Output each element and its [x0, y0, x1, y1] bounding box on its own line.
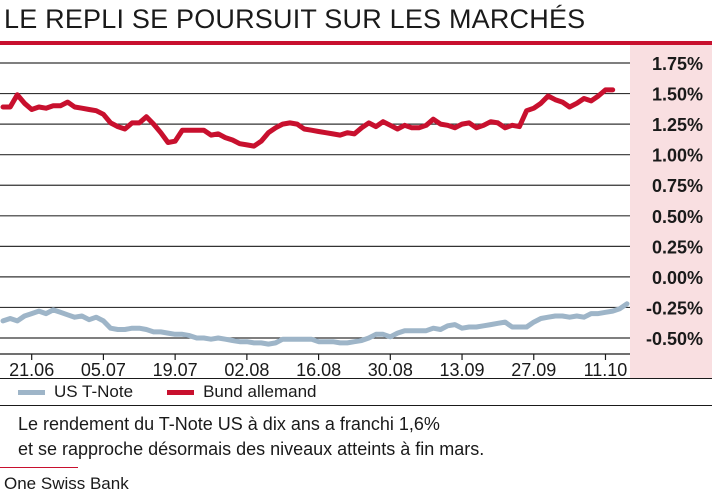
source-label: One Swiss Bank — [4, 474, 129, 493]
x-tick-label: 02.08 — [224, 360, 269, 379]
series-line-bund — [0, 87, 616, 149]
caption-line-2: et se rapproche désormais des niveaux at… — [18, 439, 485, 459]
line-chart: 1.75% 1.50% 1.25% 1.00% 0.75% 0.50% 0.25% 0.00%… — [0, 45, 712, 379]
x-tick-label: 16.08 — [296, 360, 341, 379]
y-tick-label: 1.25% — [652, 115, 703, 135]
legend-swatch-us — [18, 389, 45, 395]
legend-item-us: US T-Note — [18, 382, 133, 402]
y-tick-label: 0.50% — [652, 207, 703, 227]
legend-label-bund: Bund allemand — [203, 382, 317, 401]
y-tick-label: 1.50% — [652, 85, 703, 105]
x-tick-label: 05.07 — [81, 360, 126, 379]
x-tick-labels: 21.06 05.07 19.07 02.08 16.08 30.08 13.09 27.09… — [9, 354, 627, 379]
y-tick-label: 0.75% — [652, 176, 703, 196]
x-tick-label: 30.08 — [368, 360, 413, 379]
x-tick-label: 11.10 — [584, 360, 628, 379]
caption: Le rendement du T-Note US à dix ans a fr… — [18, 412, 484, 462]
series-line-us-tnote — [0, 301, 630, 347]
y-tick-label: 0.25% — [652, 237, 703, 257]
axis-label-panel — [630, 45, 712, 378]
y-tick-labels: 1.75% 1.50% 1.25% 1.00% 0.75% 0.50% 0.25% 0.00%… — [646, 54, 703, 349]
series-lines — [0, 87, 630, 347]
legend-swatch-bund — [167, 389, 195, 395]
x-tick-label: 27.09 — [511, 360, 556, 379]
x-tick-label: 19.07 — [153, 360, 198, 379]
source-rule — [0, 467, 78, 468]
legend-item-bund: Bund allemand — [167, 382, 316, 402]
y-tick-label: -0.25% — [646, 298, 703, 318]
y-tick-label: 1.75% — [652, 54, 703, 74]
caption-line-1: Le rendement du T-Note US à dix ans a fr… — [18, 414, 440, 434]
x-tick-label: 13.09 — [440, 360, 485, 379]
legend-bottom-rule — [0, 405, 712, 406]
chart-title: LE REPLI SE POURSUIT SUR LES MARCHÉS — [4, 4, 586, 34]
legend-top-rule — [0, 378, 712, 379]
y-tick-label: -0.50% — [646, 329, 703, 349]
title-rule — [0, 41, 712, 45]
legend: US T-Note Bund allemand — [18, 382, 350, 402]
y-tick-label: 0.00% — [652, 268, 703, 288]
y-tick-label: 1.00% — [652, 146, 703, 166]
x-tick-label: 21.06 — [9, 360, 54, 379]
legend-label-us: US T-Note — [54, 382, 134, 401]
